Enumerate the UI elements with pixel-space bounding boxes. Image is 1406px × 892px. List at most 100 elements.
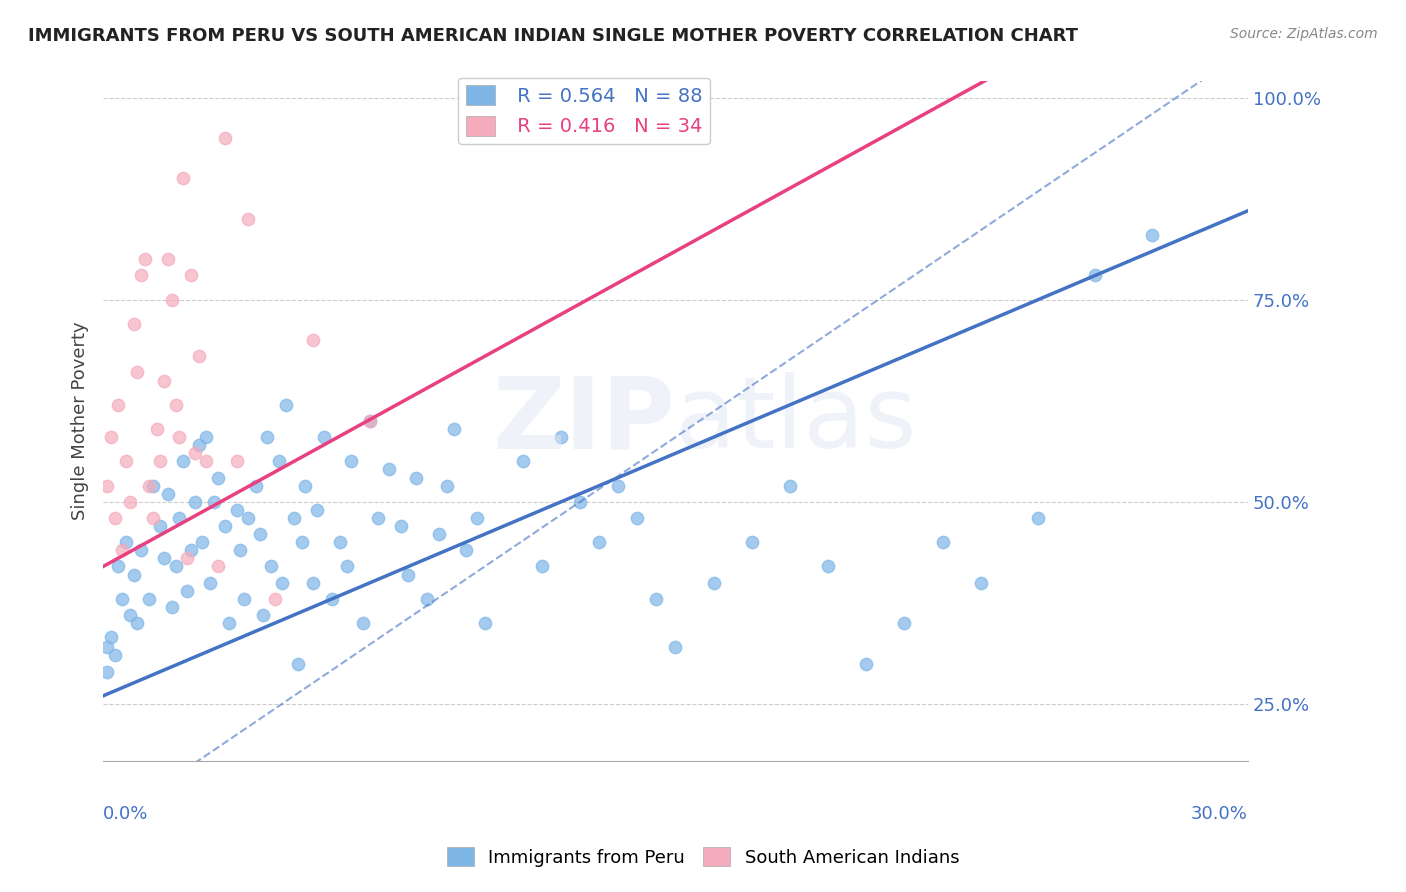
Point <box>588 535 610 549</box>
Point <box>153 551 176 566</box>
Point <box>267 454 290 468</box>
Point <box>236 211 259 226</box>
Point <box>156 252 179 267</box>
Point <box>290 535 312 549</box>
Point <box>169 430 191 444</box>
Point <box>305 503 328 517</box>
Point <box>142 511 165 525</box>
Point <box>160 293 183 307</box>
Point <box>427 527 450 541</box>
Point <box>176 551 198 566</box>
Point <box>100 430 122 444</box>
Point <box>96 665 118 679</box>
Point <box>183 495 205 509</box>
Point <box>142 478 165 492</box>
Point <box>329 535 352 549</box>
Point <box>252 607 274 622</box>
Point <box>129 543 152 558</box>
Point <box>165 559 187 574</box>
Point <box>218 616 240 631</box>
Point <box>607 478 630 492</box>
Point <box>169 511 191 525</box>
Point <box>138 591 160 606</box>
Point <box>214 519 236 533</box>
Point <box>149 519 172 533</box>
Text: 0.0%: 0.0% <box>103 805 149 823</box>
Point <box>207 559 229 574</box>
Point <box>225 503 247 517</box>
Point <box>454 543 477 558</box>
Text: Source: ZipAtlas.com: Source: ZipAtlas.com <box>1230 27 1378 41</box>
Point <box>138 478 160 492</box>
Point <box>245 478 267 492</box>
Point <box>352 616 374 631</box>
Point <box>405 470 427 484</box>
Point <box>198 575 221 590</box>
Text: 30.0%: 30.0% <box>1191 805 1249 823</box>
Point <box>474 115 496 129</box>
Point <box>229 543 252 558</box>
Point <box>396 567 419 582</box>
Point <box>378 462 401 476</box>
Text: IMMIGRANTS FROM PERU VS SOUTH AMERICAN INDIAN SINGLE MOTHER POVERTY CORRELATION : IMMIGRANTS FROM PERU VS SOUTH AMERICAN I… <box>28 27 1078 45</box>
Point <box>156 487 179 501</box>
Point <box>180 543 202 558</box>
Point <box>191 535 214 549</box>
Point <box>263 591 285 606</box>
Point <box>100 630 122 644</box>
Point <box>359 414 381 428</box>
Point <box>302 575 325 590</box>
Point <box>530 559 553 574</box>
Point <box>1142 228 1164 243</box>
Point <box>96 478 118 492</box>
Point <box>367 511 389 525</box>
Point <box>550 430 572 444</box>
Legend: Immigrants from Peru, South American Indians: Immigrants from Peru, South American Ind… <box>440 840 966 874</box>
Point <box>314 430 336 444</box>
Point <box>779 478 801 492</box>
Point <box>389 519 412 533</box>
Point <box>107 398 129 412</box>
Point <box>283 511 305 525</box>
Point <box>512 454 534 468</box>
Point <box>340 454 363 468</box>
Point <box>134 252 156 267</box>
Point <box>1026 511 1049 525</box>
Point <box>970 575 993 590</box>
Point <box>195 430 218 444</box>
Point <box>287 657 309 671</box>
Point <box>207 470 229 484</box>
Point <box>336 559 359 574</box>
Point <box>165 398 187 412</box>
Point <box>145 422 167 436</box>
Point <box>103 511 125 525</box>
Point <box>645 591 668 606</box>
Point <box>122 567 145 582</box>
Point <box>271 575 294 590</box>
Point <box>187 438 209 452</box>
Point <box>321 591 343 606</box>
Text: atlas: atlas <box>675 373 917 469</box>
Point <box>127 616 149 631</box>
Point <box>115 454 138 468</box>
Point <box>214 131 236 145</box>
Point <box>855 657 877 671</box>
Point <box>233 591 256 606</box>
Point <box>149 454 172 468</box>
Point <box>183 446 205 460</box>
Point <box>202 495 225 509</box>
Point <box>122 317 145 331</box>
Point <box>465 511 488 525</box>
Point <box>172 171 194 186</box>
Point <box>569 495 592 509</box>
Point <box>626 511 648 525</box>
Point <box>129 268 152 283</box>
Point <box>103 648 125 663</box>
Point <box>474 616 496 631</box>
Point <box>115 535 138 549</box>
Point <box>260 559 283 574</box>
Point <box>416 591 439 606</box>
Point <box>111 543 134 558</box>
Legend:  R = 0.564   N = 88,  R = 0.416   N = 34: R = 0.564 N = 88, R = 0.416 N = 34 <box>458 78 710 144</box>
Point <box>225 454 247 468</box>
